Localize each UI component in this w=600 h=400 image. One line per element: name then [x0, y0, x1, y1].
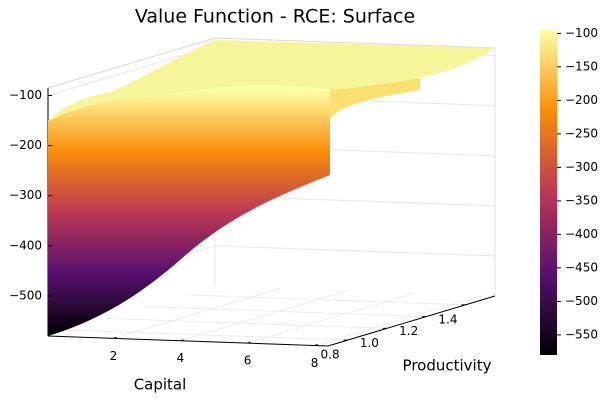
- x-grid-lines: [113, 287, 482, 346]
- surface-step-edge: [330, 78, 420, 118]
- surface-front-face: [48, 85, 330, 336]
- x-axis-line: [47, 335, 329, 347]
- colorbar-tick-label: −350: [565, 193, 598, 207]
- y-axis-title: Productivity: [403, 357, 492, 375]
- x-tick-mark: [113, 336, 117, 339]
- colorbar-tick-label: −200: [565, 93, 598, 107]
- y-grid-line: [106, 317, 387, 329]
- z-grid-line: [214, 245, 496, 257]
- x-axis-ticks: 2 4 6 8: [110, 336, 319, 370]
- chart-title: Value Function - RCE: Surface: [135, 6, 415, 28]
- z-tick-label: −100: [9, 88, 42, 102]
- y-tick-label: 1.2: [399, 324, 418, 338]
- colorbar-tick-label: −150: [565, 59, 598, 73]
- grid-wall-top: [47, 37, 216, 89]
- x-grid-line: [247, 292, 415, 344]
- colorbar-tick-label: −550: [565, 327, 598, 341]
- x-axis-title: Capital: [134, 376, 187, 394]
- colorbar: −100 −150 −200 −250 −300 −350 −400 −450 −500 −550: [540, 26, 598, 355]
- y-tick-label: 1.4: [438, 312, 457, 326]
- grid-wall-right: [214, 37, 496, 49]
- z-tick-label: −500: [9, 288, 42, 302]
- x-grid-line: [180, 290, 348, 342]
- z-tick-label: −200: [9, 138, 42, 152]
- x-tick-label: 2: [110, 349, 118, 363]
- y-grid-line: [67, 329, 348, 341]
- y-tick-label: 1.0: [360, 336, 379, 350]
- surface-top-face: [48, 40, 495, 122]
- colorbar-tick-label: −100: [565, 26, 598, 40]
- z-axis-ticks: −500 −400 −300 −200 −100: [9, 88, 52, 302]
- x-tick-mark: [180, 339, 184, 342]
- x-tick-label: 4: [177, 351, 185, 365]
- z-tick-label: −400: [9, 238, 42, 252]
- colorbar-tick-label: −250: [565, 126, 598, 140]
- x-grid-line: [314, 295, 482, 346]
- colorbar-tick-label: −400: [565, 227, 598, 241]
- x-grid-line: [113, 287, 281, 339]
- colorbar-tick-label: −450: [565, 260, 598, 274]
- colorbar-tick-label: −500: [565, 294, 598, 308]
- y-axis-ticks: 0.8 1.0 1.2 1.4: [321, 304, 466, 362]
- colorbar-gradient-bar: [540, 30, 557, 355]
- value-surface: [48, 40, 495, 336]
- x-tick-mark: [314, 344, 318, 346]
- x-tick-label: 6: [244, 354, 252, 368]
- y-grid-line: [185, 294, 466, 306]
- y-axis-line: [327, 295, 496, 347]
- y-grid-lines: [67, 294, 466, 341]
- colorbar-tick-label: −300: [565, 160, 598, 174]
- colorbar-ticks: −100 −150 −200 −250 −300 −350 −400 −450 −500 −550: [557, 26, 598, 341]
- z-tick-label: −300: [9, 188, 42, 202]
- x-tick-mark: [247, 341, 251, 344]
- x-tick-label: 8: [311, 356, 319, 370]
- y-tick-label: 0.8: [321, 348, 340, 362]
- y-grid-line: [146, 306, 427, 318]
